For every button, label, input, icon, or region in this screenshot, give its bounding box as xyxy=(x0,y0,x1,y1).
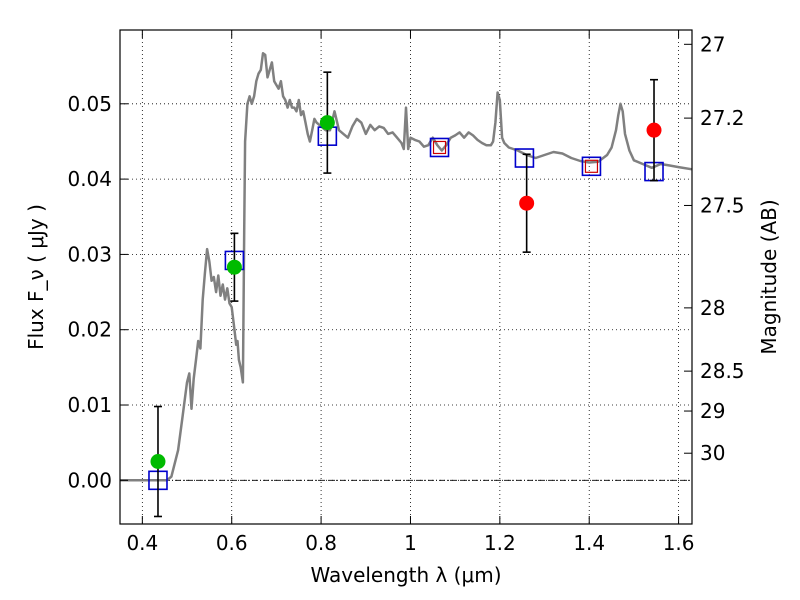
right-tick-label: 28 xyxy=(700,296,725,320)
x-tick-label: 1.4 xyxy=(573,531,605,555)
right-tick-label: 27 xyxy=(700,32,725,56)
right-tick-label: 29 xyxy=(700,399,725,423)
model-photometry-squares xyxy=(148,126,664,491)
model-square xyxy=(429,137,450,158)
error-bars xyxy=(153,71,659,518)
x-tick-label: 1 xyxy=(404,531,417,555)
model-square-nir xyxy=(432,140,447,155)
y-tick-label: 0.03 xyxy=(67,242,112,266)
y-axis-right-label: Magnitude (AB) xyxy=(757,199,781,354)
y-tick-label: 0.02 xyxy=(67,318,112,342)
model-square-nir xyxy=(584,159,599,173)
y-tick-label: 0.01 xyxy=(67,393,112,417)
photometry-points xyxy=(150,115,662,469)
right-tick-label: 28.5 xyxy=(700,359,745,383)
x-tick-label: 0.8 xyxy=(305,531,337,555)
y-tick-label: 0.04 xyxy=(67,167,112,191)
spectrum-line xyxy=(120,52,693,482)
y-tick-label: 0.00 xyxy=(67,468,112,492)
x-tick-label: 1.2 xyxy=(484,531,516,555)
x-tick-label: 1.6 xyxy=(663,531,695,555)
x-tick-label: 0.4 xyxy=(126,531,158,555)
axis-ticks: 0.4 0.6 0.8 1 1.2 1.4 1.6 0.00 0.01 0.02 0.03 0.04 0… xyxy=(67,30,745,555)
optical-point xyxy=(150,453,166,469)
x-axis-label: Wavelength λ (μm) xyxy=(310,563,501,587)
x-tick-label: 0.6 xyxy=(216,531,248,555)
right-tick-label: 30 xyxy=(700,441,725,465)
y-tick-label: 0.05 xyxy=(67,92,112,116)
model-spectrum xyxy=(120,52,693,482)
model-square xyxy=(581,156,602,177)
right-tick-label: 27.2 xyxy=(700,106,745,130)
plot-frame xyxy=(119,29,693,525)
optical-point xyxy=(319,115,335,131)
nir-point xyxy=(646,122,662,138)
model-square xyxy=(514,148,535,168)
optical-point xyxy=(226,259,242,275)
y-axis-label: Flux F_ν ( μJy ) xyxy=(24,204,48,350)
right-tick-label: 27.5 xyxy=(700,193,745,217)
nir-point xyxy=(519,195,535,211)
